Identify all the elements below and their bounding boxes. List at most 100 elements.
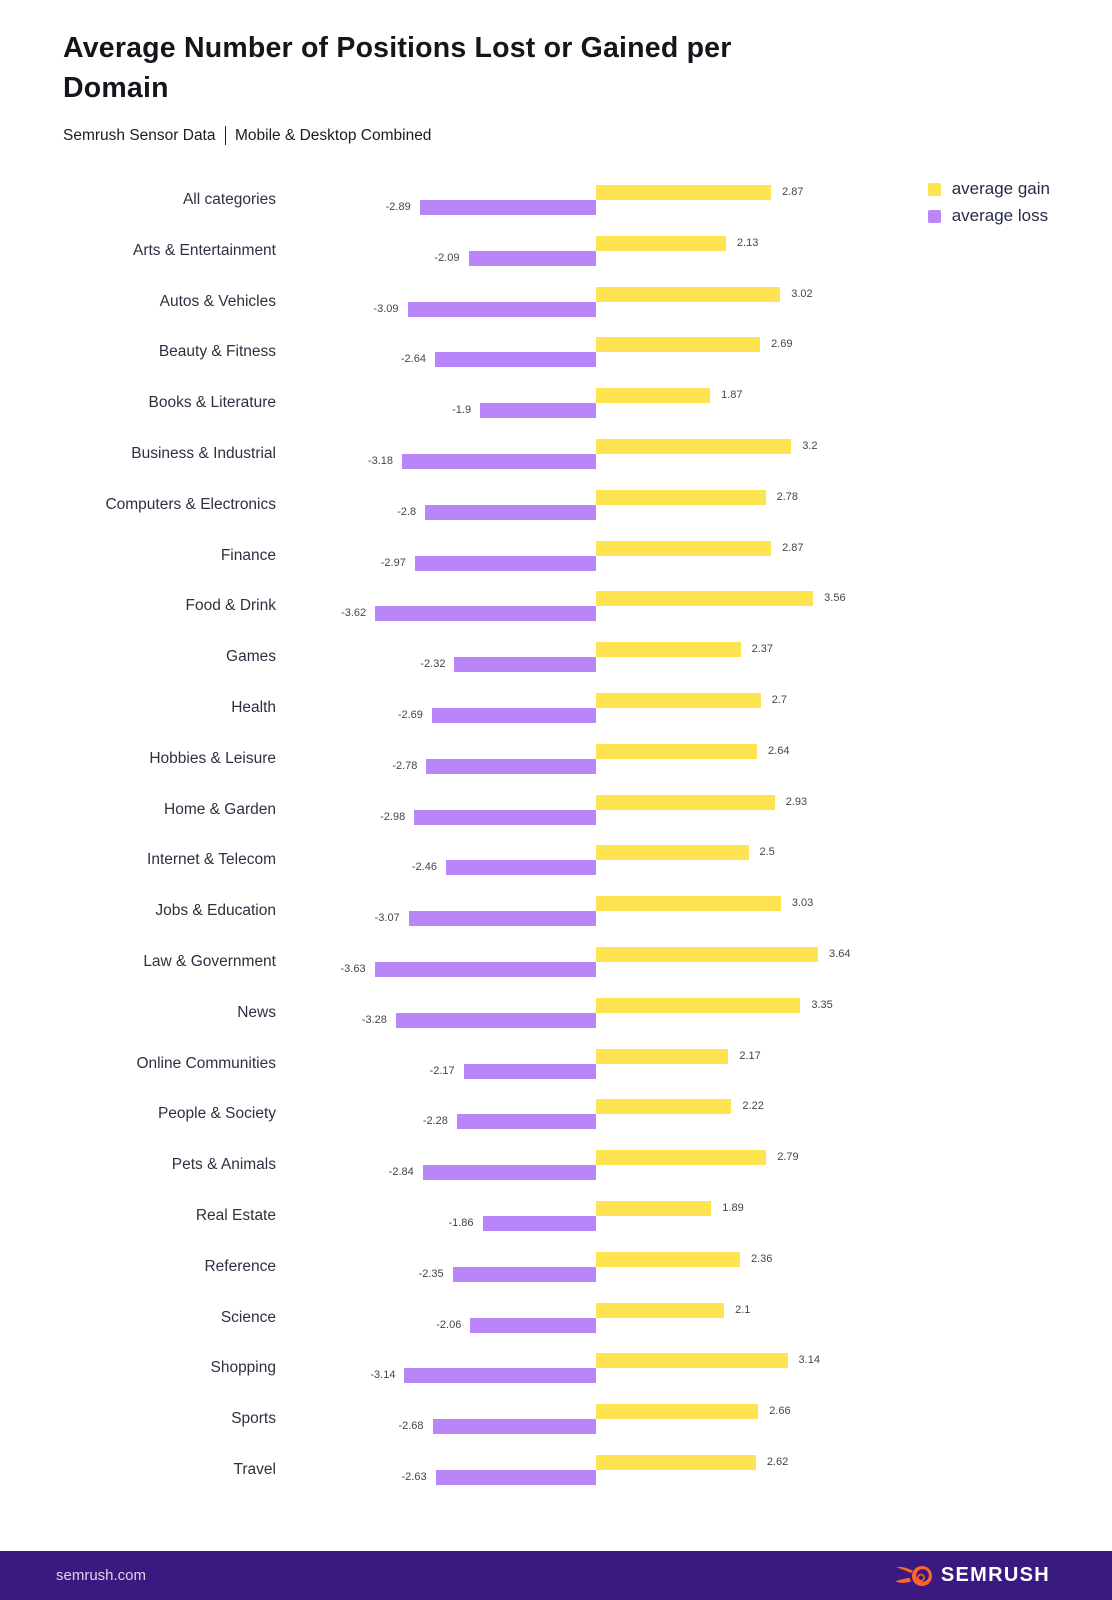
loss-bar <box>468 250 596 266</box>
loss-value-label: -2.84 <box>388 1166 414 1179</box>
category-label: Real Estate <box>195 1206 276 1224</box>
chart-row: Finance 2.87 -2.97 <box>0 530 1112 581</box>
loss-value-label: -2.64 <box>400 353 426 366</box>
gain-value-label: 1.89 <box>722 1201 744 1214</box>
gain-value-label: 2.36 <box>750 1252 773 1265</box>
category-label: Shopping <box>210 1359 276 1377</box>
category-label: Science <box>220 1308 276 1326</box>
category-label: Home & Garden <box>164 800 276 818</box>
loss-bar <box>402 453 596 469</box>
loss-value-label: -3.28 <box>361 1013 387 1026</box>
footer-url: semrush.com <box>56 1567 147 1584</box>
gain-value-label: 2.69 <box>771 338 793 351</box>
chart-row: People & Society 2.22 -2.28 <box>0 1089 1112 1140</box>
gain-value-label: 2.78 <box>776 490 798 503</box>
chart-row: News 3.35 -3.28 <box>0 987 1112 1038</box>
loss-value-label: -2.68 <box>398 1420 424 1433</box>
chart-row: Shopping 3.14 -3.14 <box>0 1343 1112 1394</box>
chart-row: Books & Literature 1.87 -1.9 <box>0 378 1112 429</box>
loss-bar <box>422 1165 596 1181</box>
category-label: Pets & Animals <box>171 1156 276 1174</box>
gain-value-label: 2.1 <box>735 1303 751 1316</box>
category-label: People & Society <box>157 1105 276 1123</box>
loss-value-label: -3.09 <box>373 302 399 315</box>
loss-bar <box>463 1063 596 1079</box>
gain-bar <box>596 946 819 962</box>
subtitle-scope: Mobile & Desktop Combined <box>235 126 432 144</box>
loss-bar <box>454 657 596 673</box>
semrush-logo: SEMRUSH <box>895 1563 1050 1589</box>
legend-label-gain: average gain <box>951 179 1050 198</box>
category-label: Books & Literature <box>148 394 276 412</box>
category-label: Jobs & Education <box>155 902 276 920</box>
gain-value-label: 3.03 <box>791 897 814 910</box>
loss-value-label: -2.06 <box>436 1318 462 1331</box>
gain-value-label: 2.93 <box>785 795 808 808</box>
gain-bar <box>596 794 775 810</box>
chart-subtitle: Semrush Sensor Data Mobile & Desktop Com… <box>63 126 431 145</box>
category-label: Food & Drink <box>185 597 276 615</box>
gain-bar <box>596 591 814 607</box>
category-label: Reference <box>204 1257 276 1275</box>
gain-bar <box>596 642 741 658</box>
loss-value-label: -2.32 <box>420 658 446 671</box>
loss-bar <box>374 961 596 977</box>
legend-item-loss: average loss <box>927 206 1049 226</box>
semrush-flame-icon <box>895 1565 932 1586</box>
loss-swatch-icon <box>927 209 941 223</box>
gain-bar <box>596 692 761 708</box>
loss-value-label: -3.18 <box>367 454 394 467</box>
loss-bar <box>470 1317 596 1333</box>
loss-value-label: -1.86 <box>448 1216 474 1229</box>
chart-row: Internet & Telecom 2.5 -2.46 <box>0 835 1112 886</box>
gain-value-label: 2.62 <box>766 1455 789 1468</box>
loss-value-label: -2.63 <box>401 1470 427 1483</box>
gain-bar <box>596 1454 756 1470</box>
category-label: Hobbies & Leisure <box>149 749 276 767</box>
loss-value-label: -3.07 <box>374 912 400 925</box>
category-label: Games <box>226 648 276 666</box>
subtitle-source: Semrush Sensor Data <box>63 126 216 144</box>
gain-value-label: 2.13 <box>736 236 759 249</box>
gain-bar <box>596 1200 712 1216</box>
bar-chart: All categories 2.87 -2.89 Arts & Enterta… <box>0 175 1112 1496</box>
gain-bar <box>596 540 772 556</box>
chart-row: Business & Industrial 3.2 -3.18 <box>0 429 1112 480</box>
chart-row: Law & Government 3.64 -3.63 <box>0 937 1112 988</box>
loss-value-label: -3.62 <box>341 607 367 620</box>
category-label: News <box>237 1003 276 1021</box>
gain-value-label: 2.87 <box>782 541 804 554</box>
gain-value-label: 3.2 <box>802 439 818 452</box>
gain-bar <box>596 1353 788 1369</box>
gain-bar <box>596 286 781 302</box>
loss-bar <box>432 1419 596 1435</box>
gain-value-label: 2.37 <box>751 643 773 656</box>
legend-item-gain: average gain <box>927 179 1050 199</box>
loss-value-label: -2.46 <box>411 861 437 874</box>
chart-row: Hobbies & Leisure 2.64 -2.78 <box>0 733 1112 784</box>
loss-bar <box>407 301 596 317</box>
category-label: Internet & Telecom <box>147 851 276 869</box>
gain-value-label: 2.17 <box>739 1049 761 1062</box>
legend-label-loss: average loss <box>951 206 1049 225</box>
loss-value-label: -2.28 <box>422 1115 448 1128</box>
gain-bar <box>596 1048 729 1064</box>
gain-bar <box>596 1302 725 1318</box>
loss-bar <box>480 403 596 419</box>
loss-value-label: -2.98 <box>380 810 406 823</box>
gain-value-label: 3.02 <box>791 287 813 300</box>
chart-row: Computers & Electronics 2.78 -2.8 <box>0 479 1112 530</box>
chart-row: Jobs & Education 3.03 -3.07 <box>0 886 1112 937</box>
chart-row: Health 2.7 -2.69 <box>0 683 1112 734</box>
chart-row: Travel 2.62 -2.63 <box>0 1445 1112 1496</box>
gain-bar <box>596 1404 759 1420</box>
loss-value-label: -2.09 <box>434 251 460 264</box>
gain-value-label: 2.66 <box>769 1405 791 1418</box>
semrush-wordmark: SEMRUSH <box>940 1564 1050 1586</box>
category-label: Sports <box>231 1410 276 1428</box>
gain-value-label: 2.87 <box>782 185 804 198</box>
loss-value-label: -2.69 <box>397 708 423 721</box>
gain-bar <box>596 845 749 861</box>
loss-value-label: -1.9 <box>452 404 472 417</box>
category-label: Autos & Vehicles <box>159 292 276 310</box>
